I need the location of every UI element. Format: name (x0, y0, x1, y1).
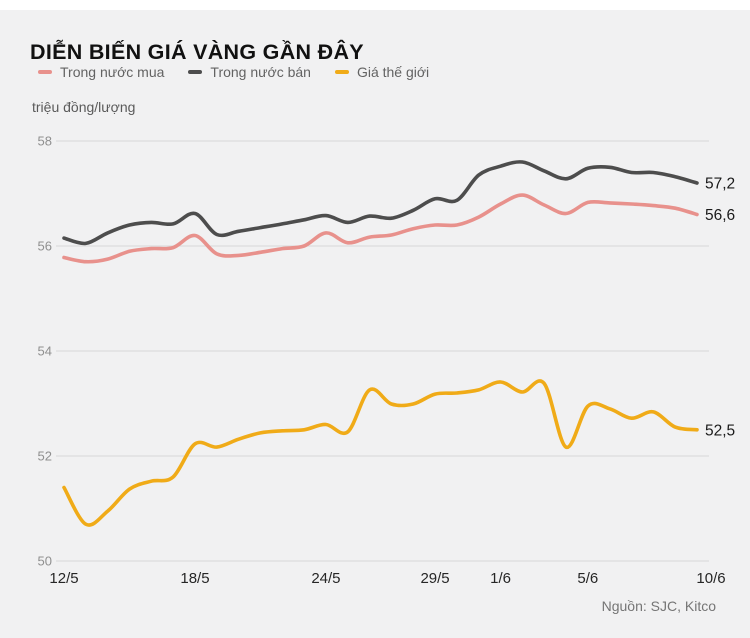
legend-marker-icon (38, 70, 52, 74)
y-tick-label-50: 50 (38, 554, 52, 569)
top-white-strip (0, 0, 750, 10)
series-line-1 (62, 160, 699, 246)
series-line-2 (62, 379, 699, 527)
y-tick-label-54: 54 (38, 344, 52, 359)
y-tick-label-58: 58 (38, 134, 52, 149)
legend-label: Trong nước mua (60, 64, 165, 80)
y-tick-label-52: 52 (38, 449, 52, 464)
source-note: Nguồn: SJC, Kitco (601, 598, 716, 614)
series-line-0 (62, 193, 699, 264)
page-title: DIỄN BIẾN GIÁ VÀNG GẦN ĐÂY (30, 40, 364, 65)
legend-item-0[interactable]: Trong nước mua (38, 64, 164, 80)
x-tick-label-12-5: 12/5 (49, 570, 78, 587)
x-tick-label-10-6: 10/6 (696, 570, 725, 587)
chart-legend: Trong nước mua Trong nước bán Giá thế giới (38, 64, 429, 80)
x-tick-label-29-5: 29/5 (420, 570, 449, 587)
legend-marker-icon (334, 70, 349, 74)
x-tick-label-1-6: 1/6 (490, 570, 511, 587)
legend-item-2[interactable]: Giá thế giới (334, 64, 430, 80)
y-axis-unit-label: triệu đồng/lượng (32, 99, 136, 115)
x-tick-label-24-5: 24/5 (311, 570, 340, 587)
legend-label: Giá thế giới (356, 64, 430, 80)
legend-label: Trong nước bán (210, 64, 311, 80)
x-tick-label-5-6: 5/6 (577, 570, 598, 587)
x-tick-label-18-5: 18/5 (180, 570, 209, 587)
legend-item-1[interactable]: Trong nước bán (188, 64, 311, 80)
series-end-label-2: 52,5 (705, 422, 735, 439)
y-tick-label-56: 56 (38, 239, 52, 254)
series-end-label-1: 57,2 (705, 176, 735, 193)
series-end-label-0: 56,6 (705, 207, 735, 224)
legend-marker-icon (188, 70, 203, 74)
